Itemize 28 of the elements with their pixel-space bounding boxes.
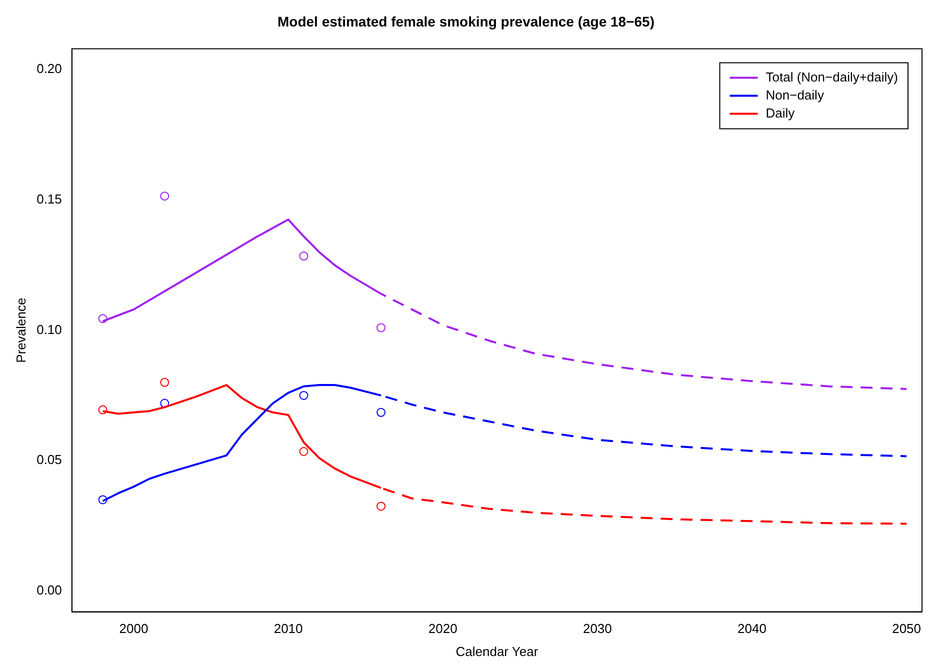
y-axis-title: Prevalence: [13, 298, 28, 363]
point: [376, 408, 386, 417]
point: [376, 323, 386, 332]
y-tick-label: 0.05: [36, 452, 62, 468]
legend-label: Non−daily: [766, 87, 824, 102]
point: [98, 405, 108, 414]
x-tick-label: 2020: [428, 621, 458, 636]
x-axis-title: Calendar Year: [456, 644, 539, 659]
x-tick-label: 2030: [582, 621, 612, 636]
x-tick-label: 2040: [738, 621, 766, 636]
x-tick-label: 2050: [892, 621, 922, 636]
point: [299, 252, 308, 261]
y-tick-label: 0.10: [36, 322, 62, 337]
y-tick-label: 0.20: [36, 61, 62, 76]
point: [376, 502, 386, 511]
x-tick-label: 2010: [274, 621, 303, 636]
point: [160, 192, 170, 201]
point: [98, 314, 108, 324]
point: [98, 495, 108, 504]
legend-label: Total (Non−daily+daily): [766, 69, 898, 84]
point: [299, 447, 308, 456]
point: [299, 390, 308, 400]
chart-title: Model estimated female smoking prevalence (age 18−65): [278, 13, 654, 30]
x-tick-label: 2000: [119, 621, 148, 636]
point: [160, 378, 170, 387]
y-tick-label: 0.00: [36, 582, 62, 598]
y-tick-label: 0.15: [36, 192, 62, 207]
legend-label: Daily: [766, 105, 796, 120]
